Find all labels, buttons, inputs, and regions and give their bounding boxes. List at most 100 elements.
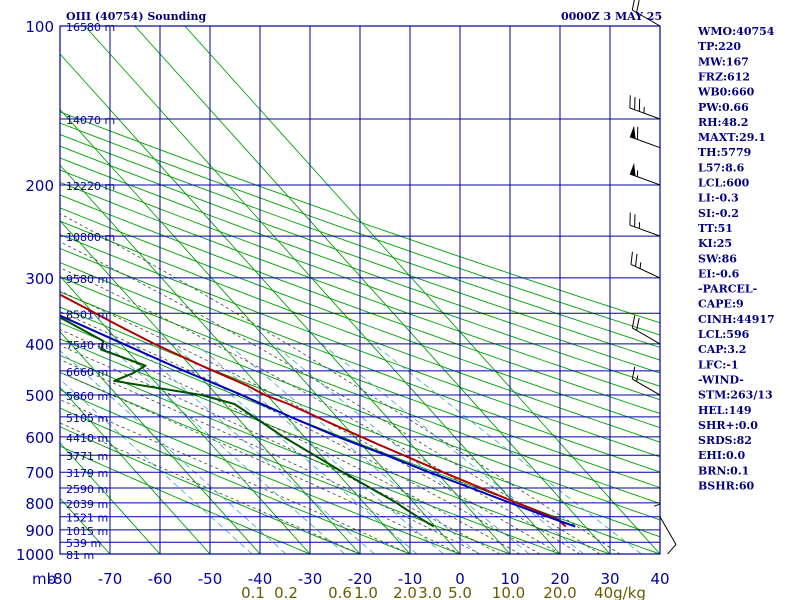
index-row: STM:263/13 — [698, 389, 773, 402]
dry-adiabats — [60, 111, 660, 554]
index-row: PW:0.66 — [698, 101, 749, 114]
isotherm — [60, 275, 311, 554]
pressure-tick-label: 1000 — [16, 546, 54, 564]
barb-full — [636, 0, 640, 13]
dry-adiabat — [60, 145, 660, 361]
mixing-ratio-label: 0.2 — [274, 584, 298, 600]
temp-tick-label: 0 — [455, 570, 465, 588]
barb-staff — [659, 516, 677, 545]
barb-staff — [629, 107, 661, 120]
barb-staff — [629, 136, 661, 149]
temp-tick-label: -40 — [248, 570, 273, 588]
barb-staff — [632, 9, 661, 27]
index-row: KI:25 — [698, 237, 732, 250]
temp-tick-label: 40 — [650, 570, 669, 588]
dewpoint-line — [60, 316, 435, 528]
height-tick-label: 3179 m — [66, 467, 108, 480]
index-row: TT:51 — [698, 222, 733, 235]
index-row: BSHR:60 — [698, 480, 754, 493]
index-row: CAPE:9 — [698, 298, 744, 311]
temp-tick-label: -60 — [148, 570, 173, 588]
wind-barb — [631, 315, 661, 345]
dry-adiabat — [60, 133, 660, 348]
index-row: SW:86 — [698, 252, 737, 265]
dry-adiabat — [60, 207, 660, 429]
dry-adiabat — [60, 234, 660, 458]
height-tick-label: 2590 m — [66, 483, 108, 496]
barb-staff — [629, 224, 661, 237]
height-tick-label: 81 m — [66, 549, 94, 562]
index-row: -WIND- — [698, 373, 744, 386]
height-tick-label: 7540 m — [66, 339, 108, 352]
x-axis-label: mb — [32, 570, 56, 588]
index-row: BRN:0.1 — [698, 464, 749, 477]
index-row: SI:-0.2 — [698, 207, 739, 220]
isotherm — [184, 26, 660, 554]
barb-staff — [632, 378, 661, 396]
mixing-ratio-label: 20.0 — [543, 584, 576, 600]
barb-full — [630, 251, 633, 265]
pressure-tick-label: 800 — [25, 495, 54, 513]
index-row: LI:-0.3 — [698, 192, 739, 205]
index-row: TH:5779 — [698, 146, 751, 159]
index-row: FRZ:612 — [698, 70, 750, 83]
pressure-tick-label: 700 — [25, 464, 54, 482]
height-tick-label: 5105 m — [66, 412, 108, 425]
height-tick-label: 2039 m — [66, 498, 108, 511]
barb-staff — [632, 327, 661, 345]
mixing-ratio-line — [273, 343, 530, 554]
height-tick-label: 6660 m — [66, 366, 108, 379]
index-row: MAXT:29.1 — [698, 131, 766, 144]
mixing-ratio-label: 5.0 — [448, 584, 472, 600]
temp-tick-label: 20 — [550, 570, 569, 588]
height-tick-label: 10800 m — [66, 231, 115, 244]
height-tick-label: 1521 m — [66, 512, 108, 525]
wind-barb — [629, 125, 661, 149]
dry-adiabat — [60, 262, 660, 489]
height-tick-label: 16580 m — [66, 21, 115, 34]
height-tick-label: 9580 m — [66, 273, 108, 286]
mixing-ratio-label: 2.0 — [393, 584, 417, 600]
station-title: OIII (40754) Sounding — [66, 10, 206, 23]
mixing-ratio-line — [321, 343, 584, 554]
dry-adiabat — [60, 181, 660, 401]
barb-flag — [629, 125, 636, 139]
mixing-ratio-label: 1.0 — [354, 584, 378, 600]
mixing-ratio-line — [195, 343, 444, 554]
index-row: WB0:660 — [697, 86, 755, 99]
temp-tick-label: -50 — [198, 570, 223, 588]
pressure-tick-label: 600 — [25, 429, 54, 447]
index-row: L57:8.6 — [698, 161, 745, 174]
dry-adiabat — [60, 194, 660, 415]
sounding-traces — [60, 293, 576, 528]
isotherm — [60, 219, 361, 554]
barb-flag — [629, 162, 636, 177]
index-row: LFC:-1 — [698, 358, 739, 371]
mixing-ratio-label: 3.0 — [418, 584, 442, 600]
isotherm — [60, 108, 461, 554]
barb-half — [639, 262, 642, 269]
index-row: CAP:3.2 — [698, 343, 746, 356]
height-tick-label: 14070 m — [66, 114, 115, 127]
index-row: HEL:149 — [698, 404, 752, 417]
index-row: WMO:40754 — [697, 25, 775, 38]
mixing-ratio-label: 0.6 — [328, 584, 352, 600]
height-tick-label: 8501 m — [66, 308, 108, 321]
pressure-tick-label: 200 — [25, 177, 54, 195]
isotherm — [60, 331, 261, 554]
height-tick-label: 12220 m — [66, 180, 115, 193]
wind-barb — [631, 366, 661, 396]
height-tick-label: 5860 m — [66, 390, 108, 403]
index-row: MW:167 — [698, 55, 749, 68]
temp-tick-label: -30 — [298, 570, 323, 588]
isotherm — [60, 386, 211, 554]
pressure-tick-label: 400 — [25, 336, 54, 354]
index-row: TP:220 — [698, 40, 741, 53]
plot-frame — [59, 25, 661, 555]
barb-full — [636, 317, 640, 331]
index-row: LCL:596 — [698, 328, 750, 341]
temp-tick-label: -20 — [348, 570, 373, 588]
index-row: SHR+:0.0 — [698, 419, 758, 432]
index-row: -PARCEL- — [698, 283, 757, 296]
